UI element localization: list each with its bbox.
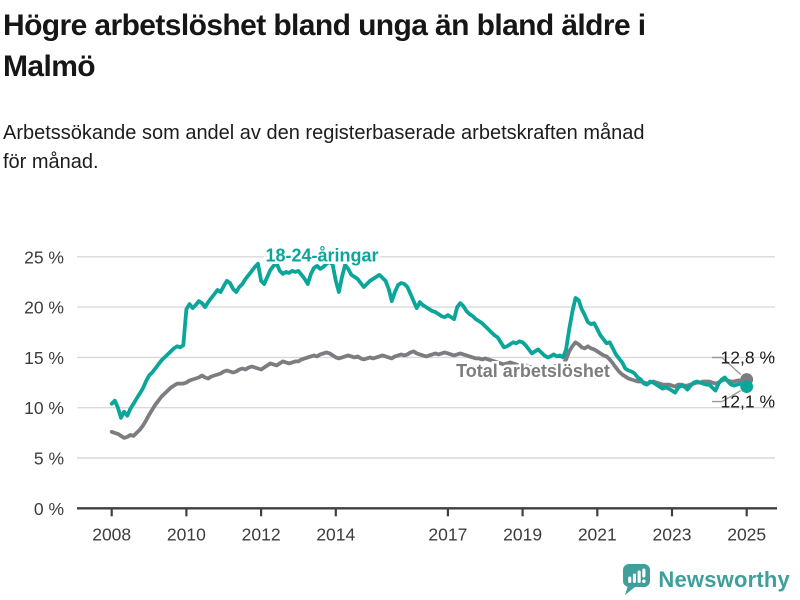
newsworthy-brand-text: Newsworthy [658,566,790,592]
x-tick-label: 2017 [428,525,467,545]
y-tick-label: 0 % [34,499,64,519]
y-tick-label: 10 % [24,398,64,418]
series-label-total: Total arbetslöshet [456,361,610,381]
x-tick-label: 2023 [653,525,692,545]
series-label-youth: 18-24-åringar [265,245,378,265]
y-tick-label: 20 % [24,298,64,318]
x-tick-label: 2010 [167,525,206,545]
series-line-total [109,340,749,440]
end-value-label-youth: 12,1 % [721,392,775,412]
page-subtitle: Arbetssökande som andel av den registerb… [3,119,645,177]
x-tick-label: 2021 [578,525,617,545]
end-value-label-total: 12,8 % [721,348,775,368]
newsworthy-logo: Newsworthy [622,563,790,596]
x-tick-label: 2025 [727,525,766,545]
page-title-line-2: Malmö [3,50,96,83]
newsworthy-logo-icon [623,564,651,595]
end-dot-youth [740,380,754,393]
y-tick-label: 5 % [34,449,64,469]
x-tick-label: 2012 [242,525,281,545]
end-label-leader-youth [712,389,742,403]
x-tick-label: 2008 [92,525,131,545]
x-tick-label: 2014 [316,525,355,545]
series-line-youth [109,259,749,420]
page-title-line-1: Högre arbetslöshet bland unga än bland ä… [3,9,646,42]
page-subtitle-line-2: för månad. [3,151,99,173]
page-subtitle-line-1: Arbetssökande som andel av den registerb… [3,122,645,144]
page-title: Högre arbetslöshet bland unga än bland ä… [3,5,646,87]
end-label-leader-total [712,356,742,376]
x-tick-label: 2019 [503,525,542,545]
y-tick-label: 15 % [24,348,64,368]
y-tick-label: 25 % [24,247,64,267]
